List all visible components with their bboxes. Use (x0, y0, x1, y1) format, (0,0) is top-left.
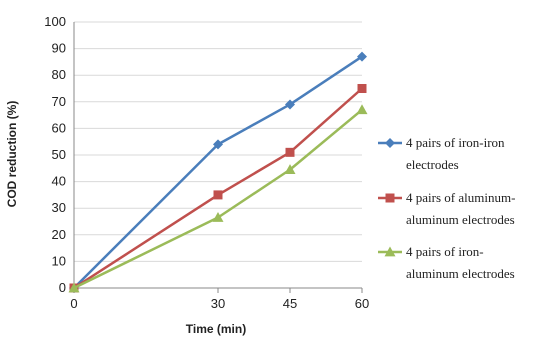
y-tick-label: 70 (52, 94, 66, 109)
data-point (285, 99, 295, 110)
legend-swatch-marker (385, 193, 395, 203)
y-tick-label: 80 (52, 67, 66, 82)
series-1 (69, 51, 367, 293)
legend-label: electrodes (406, 157, 459, 172)
data-point (284, 164, 296, 175)
data-point (285, 147, 295, 157)
series-line (73, 55, 363, 289)
data-point (357, 51, 367, 62)
legend-entry-3: 4 pairs of iron-aluminum electrodes (378, 244, 515, 281)
y-tick-label: 100 (44, 14, 66, 29)
y-axis-label: COD reduction (%) (5, 101, 19, 208)
series-line (73, 87, 363, 290)
legend-swatch-marker (385, 138, 395, 148)
data-point (357, 84, 367, 93)
data-point (213, 139, 223, 150)
data-point (356, 104, 368, 115)
y-tick-label: 0 (59, 280, 66, 295)
x-tick-label: 60 (355, 296, 369, 311)
y-tick-label: 60 (52, 120, 66, 135)
data-point (212, 212, 224, 222)
data-point (68, 282, 80, 293)
data-point (213, 190, 223, 200)
legend-label: aluminum electrodes (406, 212, 515, 227)
x-tick-label: 30 (211, 296, 225, 311)
legend-label: 4 pairs of aluminum- (406, 190, 515, 205)
legend-entry-2: 4 pairs of aluminum-aluminum electrodes (378, 190, 515, 227)
legend-swatch-marker (384, 246, 396, 257)
y-tick-label: 90 (52, 41, 66, 56)
series-group (68, 51, 368, 293)
legend-entry-1: 4 pairs of iron-iron electrodes (378, 135, 505, 172)
x-axis-label: Time (min) (186, 322, 246, 336)
legend-label: 4 pairs of iron- (406, 244, 484, 259)
y-tick-label: 30 (52, 200, 66, 215)
y-tick-label: 40 (52, 174, 66, 189)
legend-label: 4 pairs of iron-iron (406, 135, 505, 150)
series-line (73, 108, 363, 290)
y-tick-labels: 0 10 20 30 40 50 60 70 80 90 100 (44, 14, 66, 295)
x-tick-label: 0 (70, 296, 77, 311)
x-tick-label: 45 (283, 296, 297, 311)
axes (73, 22, 363, 293)
x-tick-labels: 0 30 45 60 (70, 296, 369, 311)
gridlines (74, 21, 362, 262)
y-tick-label: 10 (52, 253, 66, 268)
legend-label: aluminum electrodes (406, 266, 515, 281)
y-tick-label: 50 (52, 147, 66, 162)
y-tick-label: 20 (52, 227, 66, 242)
series-3 (68, 104, 368, 293)
